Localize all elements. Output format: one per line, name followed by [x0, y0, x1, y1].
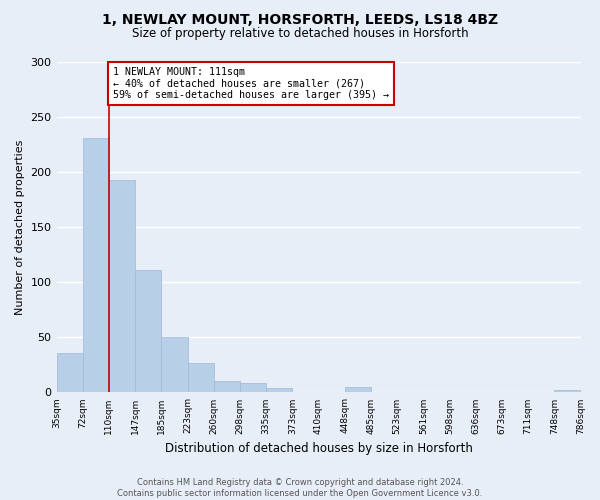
Bar	[109, 180, 135, 392]
Y-axis label: Number of detached properties: Number of detached properties	[15, 140, 25, 314]
Bar	[188, 362, 214, 392]
Text: Contains HM Land Registry data © Crown copyright and database right 2024.
Contai: Contains HM Land Registry data © Crown c…	[118, 478, 482, 498]
Bar	[266, 388, 292, 392]
X-axis label: Distribution of detached houses by size in Horsforth: Distribution of detached houses by size …	[164, 442, 472, 455]
Text: 1, NEWLAY MOUNT, HORSFORTH, LEEDS, LS18 4BZ: 1, NEWLAY MOUNT, HORSFORTH, LEEDS, LS18 …	[102, 12, 498, 26]
Bar	[135, 270, 161, 392]
Text: 1 NEWLAY MOUNT: 111sqm
← 40% of detached houses are smaller (267)
59% of semi-de: 1 NEWLAY MOUNT: 111sqm ← 40% of detached…	[113, 67, 389, 100]
Bar	[214, 382, 240, 392]
Bar	[161, 338, 188, 392]
Bar	[83, 138, 109, 392]
Bar	[554, 390, 580, 392]
Bar	[240, 382, 266, 392]
Bar	[56, 352, 83, 393]
Bar	[345, 387, 371, 392]
Text: Size of property relative to detached houses in Horsforth: Size of property relative to detached ho…	[131, 28, 469, 40]
